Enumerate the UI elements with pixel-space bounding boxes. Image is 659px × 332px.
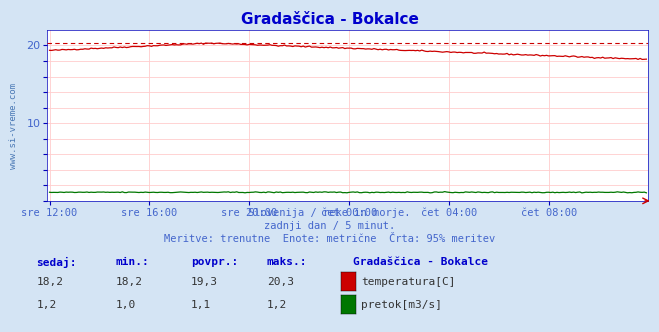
Text: 19,3: 19,3 <box>191 277 218 287</box>
Text: 18,2: 18,2 <box>36 277 63 287</box>
Text: Gradaščica - Bokalce: Gradaščica - Bokalce <box>353 257 488 267</box>
Text: Gradaščica - Bokalce: Gradaščica - Bokalce <box>241 12 418 27</box>
Text: 1,0: 1,0 <box>115 300 136 310</box>
Text: 1,1: 1,1 <box>191 300 212 310</box>
Text: sedaj:: sedaj: <box>36 257 76 268</box>
Text: zadnji dan / 5 minut.: zadnji dan / 5 minut. <box>264 221 395 231</box>
Text: 20,3: 20,3 <box>267 277 294 287</box>
Text: 1,2: 1,2 <box>267 300 287 310</box>
Text: pretok[m3/s]: pretok[m3/s] <box>361 300 442 310</box>
Text: min.:: min.: <box>115 257 149 267</box>
Text: 18,2: 18,2 <box>115 277 142 287</box>
Text: Meritve: trenutne  Enote: metrične  Črta: 95% meritev: Meritve: trenutne Enote: metrične Črta: … <box>164 234 495 244</box>
Text: www.si-vreme.com: www.si-vreme.com <box>9 83 18 169</box>
Text: 1,2: 1,2 <box>36 300 57 310</box>
Text: Slovenija / reke in morje.: Slovenija / reke in morje. <box>248 208 411 217</box>
Text: povpr.:: povpr.: <box>191 257 239 267</box>
Text: temperatura[C]: temperatura[C] <box>361 277 455 287</box>
Text: maks.:: maks.: <box>267 257 307 267</box>
